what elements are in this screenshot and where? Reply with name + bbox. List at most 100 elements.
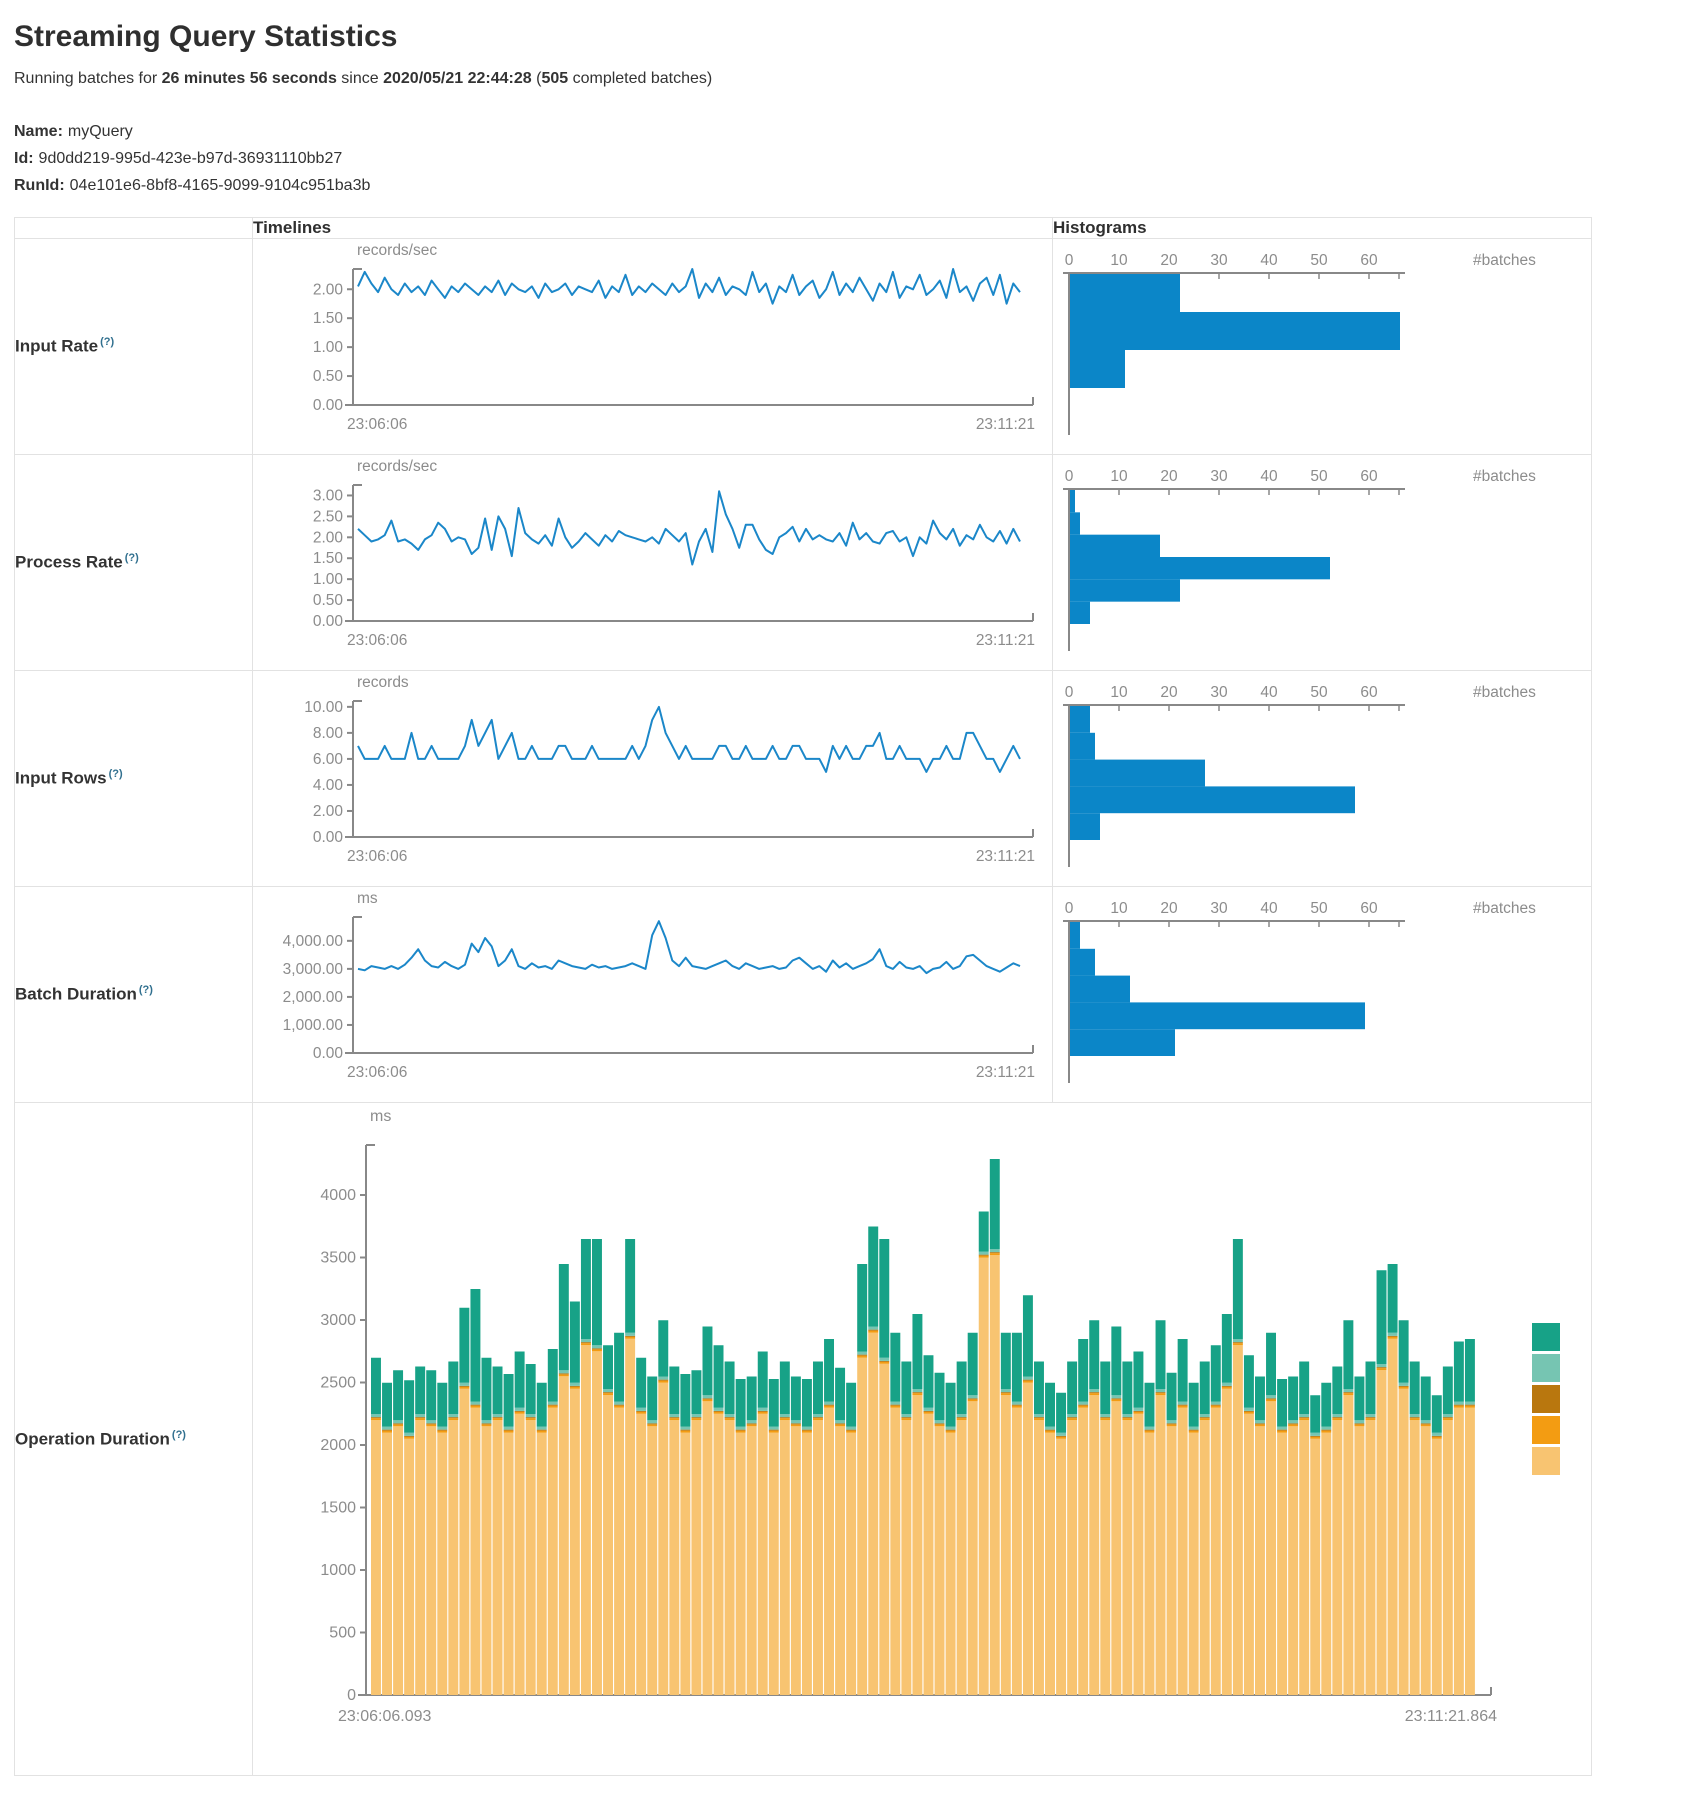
legend-swatch: [1532, 1416, 1560, 1444]
batch-duration-timeline-chart: ms 0.00 1,000.00 2,000.00 3,000.00 4,000.00 23…: [252, 886, 1053, 1103]
svg-text:10: 10: [1110, 900, 1128, 917]
svg-text:2.50: 2.50: [313, 508, 344, 525]
svg-text:50: 50: [1310, 900, 1328, 917]
svg-text:20: 20: [1160, 468, 1178, 485]
query-name-line: Name: myQuery: [14, 118, 1679, 145]
svg-text:40: 40: [1260, 252, 1278, 269]
svg-text:#batches: #batches: [1473, 468, 1536, 485]
legend-swatch: [1532, 1385, 1560, 1413]
svg-text:4000: 4000: [320, 1187, 356, 1204]
query-runid-value: 04e101e6-8bf8-4165-9099-9104c951ba3b: [69, 177, 371, 194]
input-rows-timeline-chart: records 0.00 2.00 4.00 6.00 8.00 10.00 23:06:06…: [252, 670, 1053, 887]
summary-prefix: Running batches for: [14, 70, 162, 87]
svg-text:#batches: #batches: [1473, 252, 1536, 269]
svg-text:23:06:06: 23:06:06: [347, 848, 407, 865]
svg-text:ms: ms: [357, 890, 378, 907]
svg-text:23:11:21: 23:11:21: [976, 632, 1035, 649]
svg-text:30: 30: [1210, 468, 1228, 485]
batch-duration-histogram-chart: 0 10 20 30 40 50 60 #batches: [1052, 886, 1592, 1103]
summary-suffix: completed batches): [568, 70, 713, 87]
help-icon[interactable]: (?): [100, 336, 115, 349]
svg-text:500: 500: [329, 1625, 356, 1642]
help-icon[interactable]: (?): [124, 552, 139, 565]
summary-batch-count: 505: [541, 70, 569, 87]
svg-text:2.00: 2.00: [313, 803, 344, 820]
query-name-value: myQuery: [67, 123, 133, 140]
svg-text:40: 40: [1260, 900, 1278, 917]
svg-text:records: records: [357, 674, 409, 691]
svg-text:2500: 2500: [320, 1375, 356, 1392]
svg-text:1000: 1000: [320, 1562, 356, 1579]
running-summary: Running batches for 26 minutes 56 second…: [14, 70, 1679, 88]
svg-text:2.00: 2.00: [313, 529, 344, 546]
table-row-batch-duration: Batch Duration (?) ms 0.00 1,000.00 2,000.00…: [14, 886, 1592, 1103]
legend-swatch: [1532, 1354, 1560, 1382]
page-title: Streaming Query Statistics: [14, 20, 398, 53]
svg-text:6.00: 6.00: [313, 751, 344, 768]
svg-text:ms: ms: [370, 1108, 391, 1125]
svg-text:4,000.00: 4,000.00: [283, 933, 344, 950]
svg-text:23:06:06: 23:06:06: [347, 632, 407, 649]
svg-text:60: 60: [1360, 252, 1378, 269]
query-name-label: Name:: [14, 123, 63, 140]
svg-text:3.00: 3.00: [313, 487, 344, 504]
svg-text:50: 50: [1310, 684, 1328, 701]
svg-text:0: 0: [1065, 252, 1074, 269]
table-row-process-rate: Process Rate (?) records/sec 0.00 0.50 1.00 1…: [14, 454, 1592, 671]
svg-text:23:11:21: 23:11:21: [976, 416, 1035, 433]
input-rows-histogram-chart: 0 10 20 30 40 50 60 #batches: [1052, 670, 1592, 887]
svg-text:#batches: #batches: [1473, 684, 1536, 701]
svg-text:23:11:21: 23:11:21: [976, 1064, 1035, 1081]
svg-text:3,000.00: 3,000.00: [283, 961, 344, 978]
svg-text:23:06:06: 23:06:06: [347, 416, 407, 433]
svg-text:3000: 3000: [320, 1312, 356, 1329]
help-icon[interactable]: (?): [138, 984, 153, 997]
svg-text:40: 40: [1260, 468, 1278, 485]
svg-text:0.00: 0.00: [313, 397, 344, 414]
svg-text:30: 30: [1210, 900, 1228, 917]
legend: [1532, 1323, 1560, 1478]
svg-text:1,000.00: 1,000.00: [283, 1017, 344, 1034]
svg-text:records/sec: records/sec: [357, 242, 437, 259]
svg-text:8.00: 8.00: [313, 725, 344, 742]
svg-text:0.00: 0.00: [313, 613, 344, 630]
svg-text:20: 20: [1160, 252, 1178, 269]
svg-text:30: 30: [1210, 252, 1228, 269]
svg-text:3500: 3500: [320, 1250, 356, 1267]
svg-text:2000: 2000: [320, 1437, 356, 1454]
svg-text:60: 60: [1360, 684, 1378, 701]
query-meta: Name: myQuery Id: 9d0dd219-995d-423e-b97d-…: [14, 118, 1679, 199]
query-id-value: 9d0dd219-995d-423e-b97d-36931110bb27: [38, 150, 343, 167]
svg-text:0: 0: [1065, 684, 1074, 701]
table-row-input-rate: Input Rate (?) records/sec 0.00 0.50 1.00 1.5…: [14, 238, 1592, 455]
legend-swatch: [1532, 1447, 1560, 1475]
summary-start-time: 2020/05/21 22:44:28: [383, 70, 532, 87]
svg-text:0: 0: [1065, 900, 1074, 917]
svg-text:0.50: 0.50: [313, 592, 344, 609]
svg-text:23:06:06.093: 23:06:06.093: [338, 1708, 432, 1725]
svg-text:60: 60: [1360, 900, 1378, 917]
svg-text:20: 20: [1160, 684, 1178, 701]
query-id-line: Id: 9d0dd219-995d-423e-b97d-36931110bb27: [14, 145, 1679, 172]
svg-text:records/sec: records/sec: [357, 458, 437, 475]
svg-text:30: 30: [1210, 684, 1228, 701]
summary-middle: since: [336, 70, 384, 87]
svg-text:2.00: 2.00: [313, 281, 344, 298]
statistics-table: Timelines Histograms Input Rate (?) recor…: [14, 217, 1592, 1776]
svg-text:0.50: 0.50: [313, 368, 344, 385]
svg-text:1.50: 1.50: [313, 310, 344, 327]
table-row-operation-duration: Operation Duration (?) ms 0 500 1000 1500 2000…: [14, 1102, 1592, 1776]
row-label-batch-duration: Batch Duration (?): [14, 886, 253, 1103]
svg-text:23:11:21: 23:11:21: [976, 848, 1035, 865]
help-icon[interactable]: (?): [108, 768, 123, 781]
operation-duration-chart: ms 0 500 1000 1500 2000 2500 3000 3500 4000 23:06:…: [252, 1102, 1592, 1776]
row-label-input-rows: Input Rows (?): [14, 670, 253, 887]
header-histograms: Histograms: [1052, 217, 1592, 239]
svg-text:40: 40: [1260, 684, 1278, 701]
help-icon[interactable]: (?): [171, 1428, 186, 1441]
header-timelines: Timelines: [252, 217, 1053, 239]
row-label-process-rate: Process Rate (?): [14, 454, 253, 671]
header-row: Timelines Histograms: [14, 217, 1592, 239]
query-id-label: Id:: [14, 150, 34, 167]
legend-swatch: [1532, 1323, 1560, 1351]
